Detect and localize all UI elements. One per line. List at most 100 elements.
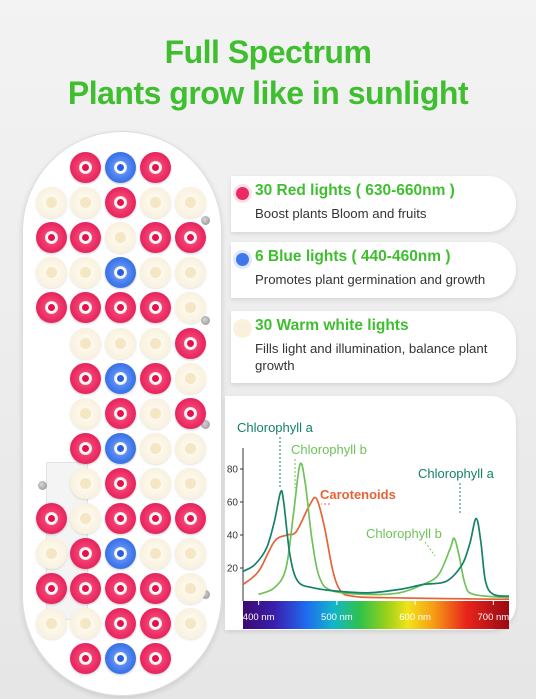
warm-white-led <box>175 432 206 464</box>
warm-white-led <box>36 187 67 219</box>
red-lights-title: 30 Red lights ( 630-660nm ) <box>255 182 455 199</box>
y-tick-label: 20 <box>227 564 239 575</box>
red-led <box>105 503 136 534</box>
led-grow-light-panel <box>22 131 222 696</box>
screw-icon <box>201 316 210 325</box>
warm-white-led <box>70 397 101 429</box>
warm-white-led <box>70 503 101 534</box>
blue-led <box>105 257 136 289</box>
warm-white-led <box>70 257 101 289</box>
annotation-label: Chlorophyll b <box>366 526 442 541</box>
spectrum-bar <box>243 601 509 629</box>
warm-white-led <box>175 573 206 605</box>
warm-white-led <box>105 327 136 359</box>
warm-white-led <box>140 187 171 219</box>
x-tick-label: 700 nm <box>478 612 510 623</box>
warm-white-dot-icon <box>236 322 249 335</box>
screw-icon <box>38 481 47 490</box>
warm-white-led <box>140 467 171 499</box>
warm-white-led <box>36 608 67 640</box>
red-led <box>140 222 171 254</box>
screw-icon <box>201 420 210 429</box>
red-led <box>70 292 101 324</box>
warm-white-led <box>105 222 136 254</box>
blue-led <box>105 643 136 675</box>
warm-white-led <box>70 187 101 219</box>
red-led <box>140 362 171 394</box>
red-led <box>175 327 206 359</box>
blue-led <box>105 538 136 570</box>
red-led <box>175 222 206 254</box>
x-tick-label: 600 nm <box>399 612 431 623</box>
warm-white-led <box>175 292 206 324</box>
red-dot-icon <box>236 187 249 200</box>
blue-led <box>105 362 136 394</box>
red-led <box>105 292 136 324</box>
blue-led <box>105 152 136 183</box>
red-led <box>140 292 171 324</box>
red-lights-desc: Boost plants Bloom and fruits <box>255 206 427 221</box>
warm-white-led <box>140 397 171 429</box>
red-led <box>105 467 136 499</box>
red-led <box>70 362 101 394</box>
red-led <box>36 503 67 534</box>
red-led <box>70 538 101 570</box>
annotation-label: Chlorophyll a <box>237 420 314 435</box>
warm-white-led <box>175 257 206 289</box>
warm-white-led <box>140 432 171 464</box>
red-led <box>140 573 171 605</box>
red-led <box>175 397 206 429</box>
y-tick-label: 80 <box>227 465 239 476</box>
red-led <box>70 222 101 254</box>
blue-led <box>105 432 136 464</box>
y-tick-label: 60 <box>227 498 239 509</box>
headline-line-1: Full Spectrum <box>164 34 372 70</box>
screw-icon <box>201 590 210 599</box>
red-led <box>140 643 171 675</box>
warm-white-led <box>70 327 101 359</box>
red-led <box>70 152 101 183</box>
x-tick-label: 400 nm <box>243 612 275 623</box>
warm-white-led <box>140 538 171 570</box>
red-led <box>105 608 136 640</box>
red-led <box>36 222 67 254</box>
warm-white-led <box>175 467 206 499</box>
x-tick-label: 500 nm <box>321 612 353 623</box>
warm-white-lights-card: 30 Warm white lights Fills light and ill… <box>231 311 516 383</box>
warm-white-led <box>140 327 171 359</box>
warm-white-led <box>36 257 67 289</box>
red-led <box>70 643 101 675</box>
carotenoids-curve <box>242 496 510 601</box>
blue-dot-icon <box>236 253 249 266</box>
warm-white-lights-desc: Fills light and illumination, balance pl… <box>255 341 488 373</box>
annotation-label: Carotenoids <box>320 487 396 502</box>
screw-icon <box>201 216 210 225</box>
warm-white-led <box>175 538 206 570</box>
red-led <box>175 503 206 534</box>
warm-white-led <box>175 608 206 640</box>
y-tick-label: 40 <box>227 531 239 542</box>
annotation-label: Chlorophyll b <box>291 442 367 457</box>
red-led <box>105 573 136 605</box>
blue-lights-title: 6 Blue lights ( 440-460nm ) <box>255 248 451 265</box>
headline-line-2: Plants grow like in sunlight <box>67 75 469 111</box>
warm-white-led <box>140 257 171 289</box>
red-led <box>36 292 67 324</box>
chlorophyll-b-curve <box>258 462 510 599</box>
warm-white-led <box>175 187 206 219</box>
annotation-leader <box>424 541 436 557</box>
warm-white-led <box>36 538 67 570</box>
red-led <box>105 397 136 429</box>
red-led <box>140 503 171 534</box>
blue-lights-card: 6 Blue lights ( 440-460nm ) Promotes pla… <box>231 242 516 298</box>
red-led <box>105 187 136 219</box>
chlorophyll-a-curve <box>242 489 510 597</box>
blue-lights-desc: Promotes plant germination and growth <box>255 272 486 287</box>
warm-white-lights-title: 30 Warm white lights <box>255 317 409 334</box>
red-led <box>36 573 67 605</box>
absorption-spectrum-chart: 20 40 60 80 400 nm 500 nm 600 nm 700 nm Chloro… <box>225 396 516 630</box>
red-led <box>140 152 171 183</box>
spectrum-svg: 20 40 60 80 400 nm 500 nm 600 nm 700 nm Chloro… <box>227 420 510 629</box>
warm-white-led <box>175 362 206 394</box>
warm-white-led <box>70 467 101 499</box>
